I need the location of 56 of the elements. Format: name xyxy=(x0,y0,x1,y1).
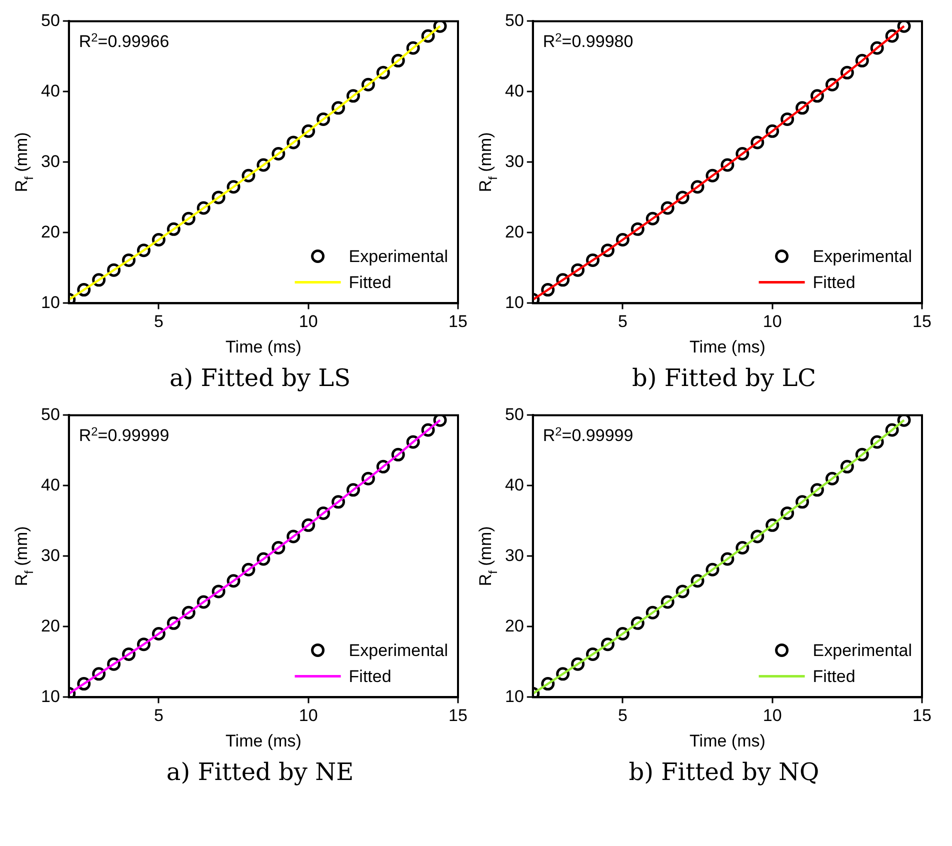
text: a) Fitted by LS xyxy=(168,363,352,394)
y-tick-label: 40 xyxy=(504,475,524,494)
x-tick-label: 15 xyxy=(912,706,932,726)
legend-label: Fitted xyxy=(812,667,856,686)
y-tick-label: 10 xyxy=(504,292,524,312)
legend-label: Experimental xyxy=(812,247,912,266)
x-tick-label: 10 xyxy=(298,312,318,332)
y-tick-label: 50 xyxy=(504,404,524,424)
point xyxy=(433,415,447,427)
y-tick-label: 10 xyxy=(40,292,60,312)
y-tick-label: 40 xyxy=(504,81,524,100)
y-tick-label: 30 xyxy=(40,152,60,171)
legend-label: Fitted xyxy=(812,273,856,292)
legend-label: Experimental xyxy=(348,247,448,266)
y-axis-title: Rf (mm) xyxy=(476,526,500,586)
text: b) Fitted by LC xyxy=(630,363,818,394)
y-tick-label: 10 xyxy=(40,686,60,706)
x-tick-label: 5 xyxy=(154,706,164,726)
y-axis-title: Rf (mm) xyxy=(12,132,36,192)
y-tick-label: 50 xyxy=(504,10,524,30)
legend-label: Experimental xyxy=(348,641,448,660)
point xyxy=(433,21,447,33)
text: a) Fitted by NE xyxy=(165,757,355,788)
y-tick-label: 30 xyxy=(40,546,60,565)
legend-label: Experimental xyxy=(812,641,912,660)
y-tick-label: 20 xyxy=(504,616,524,636)
x-axis-title: Time (ms) xyxy=(690,731,766,750)
y-tick-label: 40 xyxy=(40,475,60,494)
y-tick-label: 20 xyxy=(40,616,60,636)
x-tick-label: 15 xyxy=(912,312,932,332)
x-axis-title: Time (ms) xyxy=(226,731,302,750)
y-tick-label: 50 xyxy=(40,10,60,30)
x-tick-label: 5 xyxy=(618,706,628,726)
x-tick-label: 5 xyxy=(154,312,164,332)
y-tick-label: 50 xyxy=(40,404,60,424)
text: b) Fitted by NQ xyxy=(628,757,820,788)
y-tick-label: 40 xyxy=(40,81,60,100)
legend-label: Fitted xyxy=(348,273,392,292)
y-tick-label: 10 xyxy=(504,686,524,706)
x-tick-label: 15 xyxy=(448,706,468,726)
x-axis-title: Time (ms) xyxy=(226,337,302,356)
x-tick-label: 10 xyxy=(762,312,782,332)
y-tick-label: 20 xyxy=(40,222,60,242)
x-tick-label: 15 xyxy=(448,312,468,332)
legend-label: Fitted xyxy=(348,667,392,686)
x-tick-label: 5 xyxy=(618,312,628,332)
point xyxy=(897,415,911,427)
point xyxy=(897,21,911,33)
x-tick-label: 10 xyxy=(298,706,318,726)
y-tick-label: 20 xyxy=(504,222,524,242)
y-tick-label: 30 xyxy=(504,152,524,171)
y-axis-title: Rf (mm) xyxy=(12,526,36,586)
x-axis-title: Time (ms) xyxy=(690,337,766,356)
x-tick-label: 10 xyxy=(762,706,782,726)
y-tick-label: 30 xyxy=(504,546,524,565)
y-axis-title: Rf (mm) xyxy=(476,132,500,192)
